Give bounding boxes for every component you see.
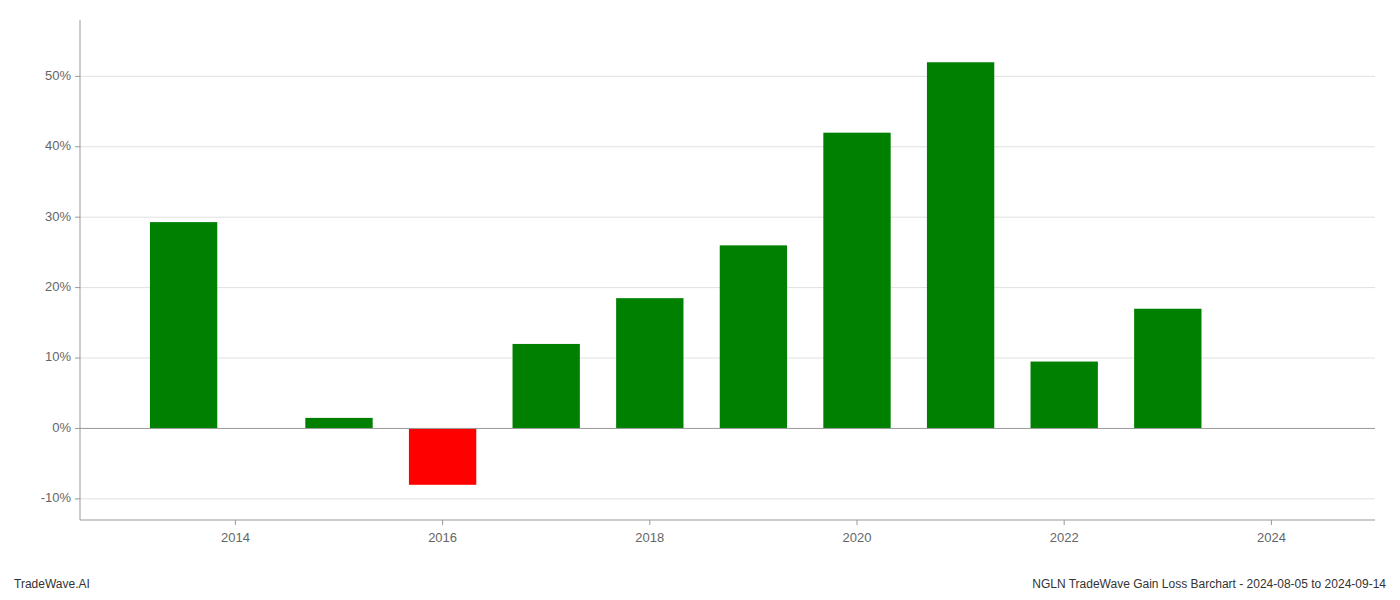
x-tick — [1064, 520, 1065, 525]
y-axis-line — [80, 20, 81, 520]
y-tick — [75, 217, 80, 218]
x-tick-label: 2018 — [635, 530, 664, 545]
x-tick — [235, 520, 236, 525]
x-axis: 2014 2016 2018 2020 2022 2024 — [80, 520, 1375, 545]
y-tick-label: 0% — [52, 420, 71, 435]
x-tick-label: 2022 — [1050, 530, 1079, 545]
x-tick — [1271, 520, 1272, 525]
y-tick — [75, 146, 80, 147]
bar — [927, 62, 994, 428]
chart: -10% 0% 10% 20% 30% 40% 50% 2014 2016 2018 2020 202… — [0, 0, 1400, 600]
bar — [1134, 309, 1201, 429]
grid-line — [80, 428, 1375, 429]
bar — [616, 298, 683, 428]
y-tick — [75, 76, 80, 77]
grid-line — [80, 217, 1375, 218]
y-tick-label: 20% — [45, 279, 71, 294]
x-tick — [442, 520, 443, 525]
bars — [150, 62, 1202, 485]
y-tick-label: 30% — [45, 209, 71, 224]
bar — [513, 344, 580, 429]
x-tick — [649, 520, 650, 525]
y-tick-label: 10% — [45, 349, 71, 364]
y-axis: -10% 0% 10% 20% 30% 40% 50% — [41, 20, 80, 520]
bar — [1031, 362, 1098, 429]
y-tick — [75, 287, 80, 288]
x-tick — [857, 520, 858, 525]
grid — [80, 76, 1375, 499]
footer-text: TradeWave.AI — [14, 577, 90, 591]
y-tick-label: -10% — [41, 490, 72, 505]
grid-line — [80, 146, 1375, 147]
background — [0, 0, 1400, 600]
bar — [823, 133, 890, 429]
grid-line — [80, 76, 1375, 77]
bar — [409, 428, 476, 484]
x-tick-label: 2014 — [221, 530, 250, 545]
y-tick-label: 50% — [45, 68, 71, 83]
x-tick-label: 2016 — [428, 530, 457, 545]
footer-text: NGLN TradeWave Gain Loss Barchart - 2024… — [1032, 577, 1386, 591]
y-tick — [75, 428, 80, 429]
x-tick-label: 2024 — [1257, 530, 1286, 545]
y-tick — [75, 498, 80, 499]
bar — [150, 222, 217, 428]
zero-line — [80, 428, 1375, 429]
grid-line — [80, 498, 1375, 499]
bar — [720, 245, 787, 428]
x-axis-line — [80, 520, 1375, 521]
y-tick-label: 40% — [45, 138, 71, 153]
x-tick-label: 2020 — [843, 530, 872, 545]
y-tick — [75, 358, 80, 359]
bar — [305, 418, 372, 429]
